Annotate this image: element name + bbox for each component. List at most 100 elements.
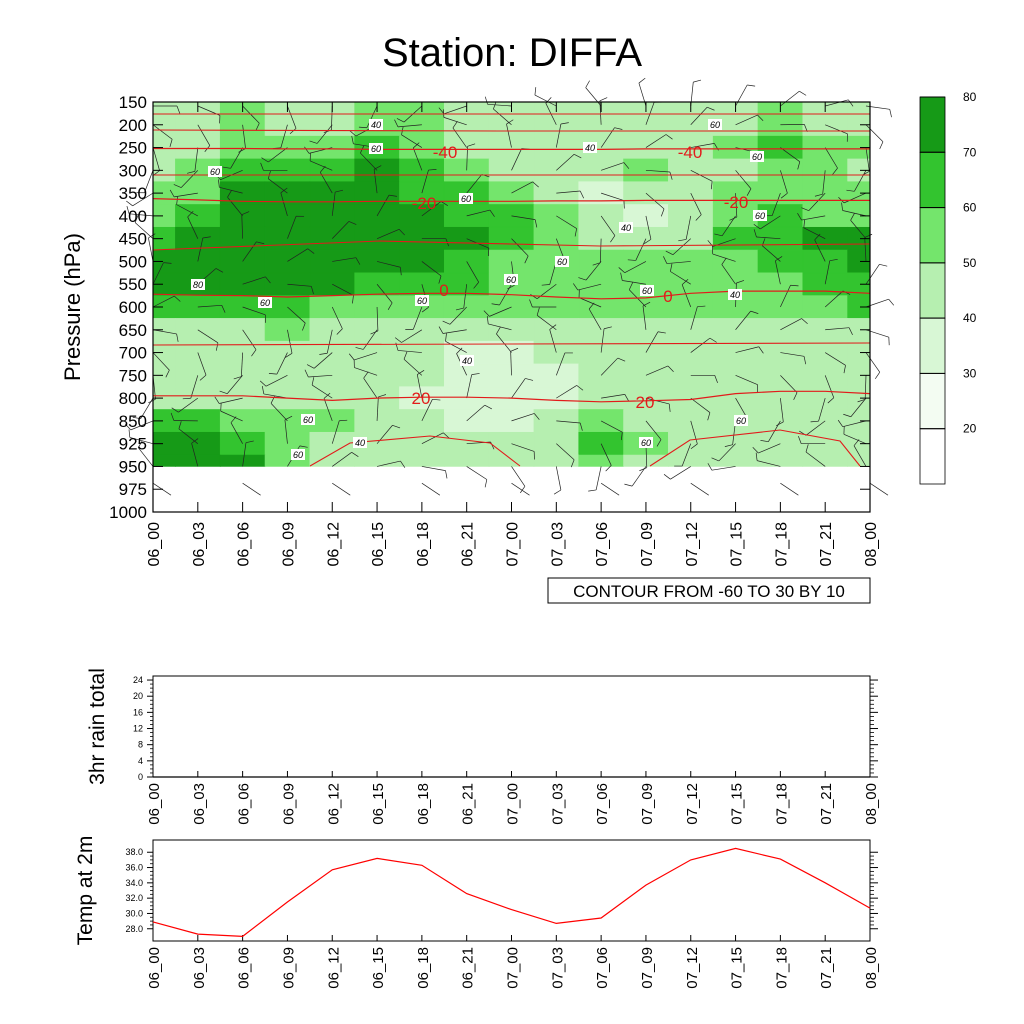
rh-label-bg <box>460 355 474 366</box>
wind-barb-flag <box>628 282 633 290</box>
wind-barb-shaft <box>511 443 535 452</box>
wind-barb-shaft <box>670 271 691 285</box>
wind-barb-flag <box>620 272 623 281</box>
wind-barb <box>187 210 199 239</box>
y-tick-label: 36.0 <box>125 863 143 873</box>
wind-barb <box>241 211 250 239</box>
wind-barb-flag <box>624 483 633 487</box>
wind-barb-shaft <box>690 337 711 353</box>
time-tick-label: 08_00 <box>863 522 880 567</box>
wind-barb <box>287 105 297 134</box>
time-tick-label: 07_15 <box>729 522 746 567</box>
wind-barb <box>323 392 333 422</box>
wind-barb-shaft <box>599 238 602 263</box>
rh-label-text: 60 <box>755 211 765 221</box>
wind-barb-shaft <box>148 237 154 262</box>
wind-barb-shaft <box>555 123 562 148</box>
wind-barb-shaft <box>397 350 422 353</box>
wind-barb-flag <box>392 424 401 429</box>
rh-label-bg <box>191 279 205 290</box>
time-tick-label: 06_18 <box>415 522 432 567</box>
wind-barb <box>280 187 288 216</box>
rain-axis-label: 3hr rain total <box>86 668 109 785</box>
y-tick-label: 4 <box>138 756 143 766</box>
wind-barb-flag <box>657 331 666 334</box>
wind-barb <box>466 373 480 399</box>
rh-cell <box>399 113 445 137</box>
time-tick-label: 06_21 <box>460 522 477 567</box>
wind-barb-shaft <box>721 264 736 285</box>
wind-barb-flag <box>592 262 601 266</box>
wind-barb-shaft <box>600 482 620 496</box>
wind-barb <box>585 80 602 107</box>
wind-barb-shaft <box>421 399 433 422</box>
wind-barb-flag <box>178 421 182 429</box>
x-tick-label: 07_21 <box>818 947 835 989</box>
wind-barb-flag <box>169 139 173 148</box>
wind-barb-shaft <box>197 304 222 308</box>
wind-barb-flag <box>532 181 539 188</box>
rh-contour-label: 40 <box>369 119 383 130</box>
wind-barb <box>678 215 692 242</box>
wind-barb-shaft <box>711 466 736 471</box>
wind-barb <box>690 305 706 330</box>
wind-barb <box>128 429 154 445</box>
rh-cell <box>802 454 848 467</box>
wind-barb-flag <box>714 233 723 237</box>
x-tick-label: 06_00 <box>146 947 163 989</box>
rh-label-text: 60 <box>642 286 652 296</box>
wind-barb <box>442 306 467 325</box>
x-tick-label: 07_03 <box>549 783 566 825</box>
wind-barb-shaft <box>780 352 805 357</box>
wind-barb-shaft <box>219 397 243 404</box>
wind-barb-flag <box>736 280 745 284</box>
wind-barb <box>674 443 692 467</box>
wind-barb-flag <box>624 394 630 402</box>
wind-barb <box>843 426 867 444</box>
wind-barb-flag <box>721 257 727 265</box>
x-tick-label: 07_03 <box>549 947 566 989</box>
rh-label-text: 60 <box>461 194 471 204</box>
wind-barb-shaft <box>331 420 340 444</box>
wind-barb <box>735 114 764 126</box>
wind-barb-flag <box>128 429 131 438</box>
wind-barb <box>592 238 602 266</box>
wind-barb-flag <box>857 398 866 403</box>
wind-barb-flag <box>711 457 720 462</box>
wind-barb-shaft <box>442 329 467 334</box>
wind-barb <box>511 413 540 422</box>
wind-barb-flag <box>644 239 652 244</box>
wind-barb-shaft <box>421 482 441 496</box>
wind-barb-shaft <box>805 420 826 436</box>
wind-barb <box>218 179 243 194</box>
wind-barb <box>600 215 616 243</box>
wind-barb <box>126 192 154 207</box>
wind-barb-flag <box>171 407 179 413</box>
wind-barb-flag <box>363 371 369 379</box>
wind-barb-shaft <box>311 384 333 399</box>
wind-barb-shaft <box>466 404 486 422</box>
wind-barb-flag <box>780 193 788 199</box>
wind-barb-shaft <box>137 447 154 467</box>
rh-contour-label: 60 <box>369 143 383 154</box>
wind-barb-shaft <box>780 375 798 393</box>
temp-plot: 28.0 30.0 32.0 34.0 36.0 38.0 06_00 06_03 06_06… <box>74 836 880 989</box>
wind-barb-shaft <box>622 280 646 285</box>
wind-barb-shaft <box>287 306 306 324</box>
wind-barb-flag <box>803 219 806 228</box>
rh-label-text: 60 <box>303 415 313 425</box>
wind-barb-shaft <box>176 204 198 217</box>
pressure-tick-label: 650 <box>119 321 147 340</box>
wind-barb-flag <box>349 130 357 137</box>
wind-barb-shaft <box>319 172 333 194</box>
rh-label-bg <box>369 143 383 154</box>
wind-barb <box>864 233 873 262</box>
wind-barb-shaft <box>801 215 826 221</box>
wind-barb-shaft <box>825 124 848 135</box>
x-tick-label: 07_09 <box>639 947 656 989</box>
x-tick-label: 08_00 <box>863 947 880 989</box>
rh-label-text: 40 <box>585 143 595 153</box>
y-tick-label: 20 <box>133 691 143 701</box>
colorbar-tick-label: 50 <box>963 256 977 270</box>
wind-barb <box>599 97 608 125</box>
